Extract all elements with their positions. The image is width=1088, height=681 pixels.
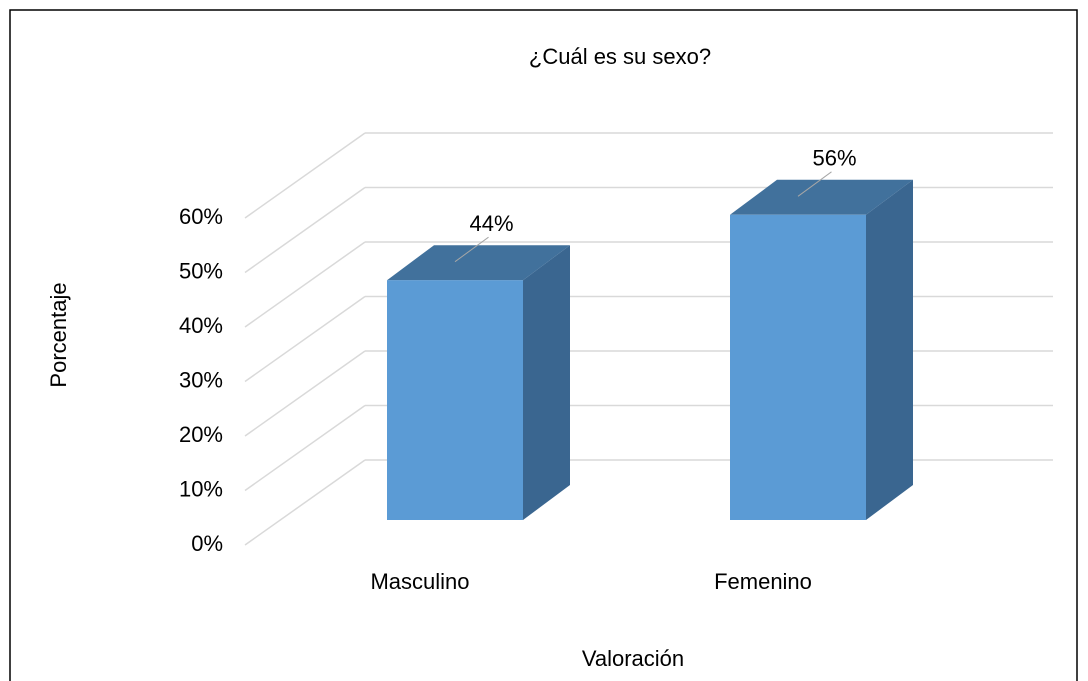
y-tick-label: 40% bbox=[179, 313, 223, 338]
x-axis-title: Valoración bbox=[582, 646, 684, 671]
grid-diagonal bbox=[244, 350, 366, 437]
y-tick-label: 60% bbox=[179, 204, 223, 229]
y-tick-label: 30% bbox=[179, 367, 223, 392]
y-tick-label: 0% bbox=[191, 531, 223, 556]
grid-diagonal bbox=[244, 132, 366, 219]
bar-top bbox=[730, 179, 913, 215]
x-tick-label: Femenino bbox=[714, 569, 812, 594]
value-label: 56% bbox=[812, 146, 856, 171]
grid-diagonal bbox=[244, 295, 366, 383]
grid-diagonal bbox=[244, 404, 366, 492]
y-tick-label: 20% bbox=[179, 422, 223, 447]
bar-side bbox=[866, 179, 913, 521]
chart-title: ¿Cuál es su sexo? bbox=[529, 44, 711, 69]
grid-diagonal bbox=[244, 459, 366, 546]
y-tick-label: 50% bbox=[179, 258, 223, 283]
bar-side bbox=[523, 245, 570, 520]
y-tick-label: 10% bbox=[179, 476, 223, 501]
grid-diagonal bbox=[244, 241, 366, 328]
bar bbox=[387, 280, 523, 520]
bar-top bbox=[387, 245, 570, 281]
frame bbox=[9, 9, 1078, 681]
value-label: 44% bbox=[469, 211, 513, 236]
x-tick-label: Masculino bbox=[370, 569, 469, 594]
label-leader bbox=[797, 171, 832, 197]
label-leader bbox=[454, 236, 489, 263]
bar bbox=[730, 214, 866, 521]
y-axis-title: Porcentaje bbox=[46, 282, 71, 387]
grid-diagonal bbox=[244, 186, 366, 274]
